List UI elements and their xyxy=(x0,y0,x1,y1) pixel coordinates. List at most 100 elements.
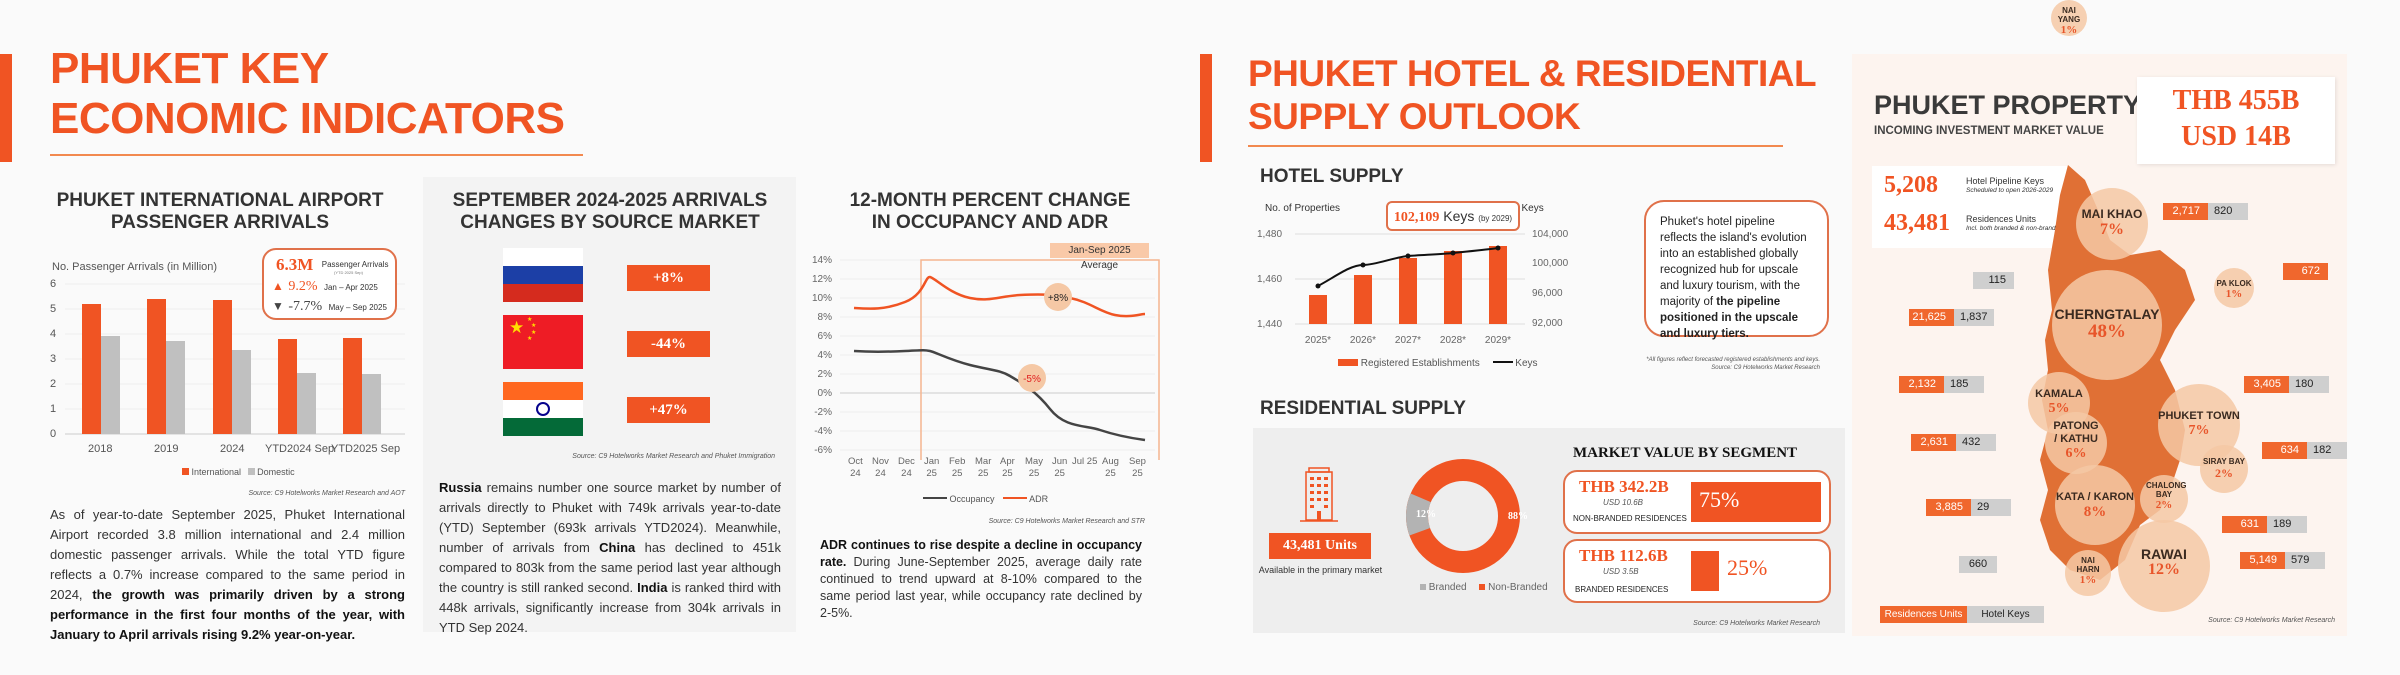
units-badge: 43,481 Units xyxy=(1269,533,1371,559)
svg-text:10%: 10% xyxy=(812,293,832,304)
donut-branded-label: 12% xyxy=(1416,509,1436,520)
legend-establishments: Registered Establishments xyxy=(1360,358,1480,369)
down-triangle-icon: ▼ xyxy=(272,299,284,313)
svg-text:104,000: 104,000 xyxy=(1532,229,1569,240)
area-rawai: RAWAI 12% xyxy=(2118,520,2210,612)
occupancy-source: Source: C9 Hotelworks Market Research an… xyxy=(988,518,1145,525)
total-usd: USD 14B xyxy=(2181,121,2291,152)
x-ytd2025: YTD2025 Sep xyxy=(331,443,401,455)
airport-title-1: PHUKET INTERNATIONAL AIRPORT xyxy=(56,190,384,211)
stat-hotel-keys-label: Hotel Pipeline Keys xyxy=(1966,176,2045,186)
area-name: PHUKET TOWN xyxy=(2158,410,2240,422)
hotel-note-bold: the pipeline positioned in the upscale a… xyxy=(1660,296,1799,340)
title-line-1: PHUKET KEY xyxy=(50,44,329,93)
legend-swatch-nonbranded xyxy=(1479,584,1486,590)
india-bold: India xyxy=(637,580,668,595)
area-siray-bay: SIRAY BAY 2% xyxy=(2200,445,2248,493)
svg-text:92,000: 92,000 xyxy=(1532,318,1563,329)
svg-text:1,480: 1,480 xyxy=(1257,229,1282,240)
source-market-panel-bg xyxy=(423,177,796,632)
svg-text:6%: 6% xyxy=(818,331,833,342)
airport-legend: International Domestic xyxy=(182,467,295,477)
donut-nonbranded-label: 88% xyxy=(1508,511,1528,522)
area-name: PATONG / KATHU xyxy=(2053,420,2099,445)
badge-patong-keys: 432 xyxy=(1956,434,1996,451)
area-name: SIRAY BAY xyxy=(2203,457,2245,466)
x-ytd2024: YTD2024 Sep xyxy=(265,443,335,455)
keys-callout-label: Keys xyxy=(1443,208,1475,224)
residential-source: Source: C9 Hotelworks Market Research xyxy=(1693,620,1820,627)
segment-card-nonbranded: THB 342.2B USD 10.6B NON-BRANDED RESIDEN… xyxy=(1563,470,1831,534)
area-name: CHERNGTALAY xyxy=(2054,306,2160,322)
svg-text:1,440: 1,440 xyxy=(1257,319,1282,330)
hotel-supply-chart: 1,480 1,460 1,440 104,000 100,000 96,000 92,0… xyxy=(1257,229,1569,345)
india-flag-icon xyxy=(503,382,583,436)
branded-donut-chart xyxy=(1406,459,1520,573)
area-patong-kathu: PATONG / KATHU 6% xyxy=(2045,412,2107,474)
area-nai-harn: NAI HARN 1% xyxy=(2065,550,2111,596)
area-pa-klok: PA KLOK 1% xyxy=(2214,268,2254,308)
callout-total: 6.3M xyxy=(276,255,314,274)
badge-cherngtalay-keys: 1,837 xyxy=(1954,309,1994,326)
svg-text:2%: 2% xyxy=(818,369,833,380)
callout-up-row: ▲ 9.2% Jan – Apr 2025 xyxy=(272,277,378,295)
area-pct: 7% xyxy=(2188,423,2210,438)
airport-title-2: PASSENGER ARRIVALS xyxy=(110,212,330,233)
badge-rawai-keys: 579 xyxy=(2285,552,2325,569)
residential-heading: RESIDENTIAL SUPPLY xyxy=(1260,398,1466,419)
china-bold: China xyxy=(599,540,636,555)
source-market-title-1: SEPTEMBER 2024-2025 ARRIVALS xyxy=(452,190,768,211)
segment-label: NON-BRANDED RESIDENCES xyxy=(1573,514,1687,523)
area-pct: 1% xyxy=(2079,574,2097,586)
area-name: NAI HARN xyxy=(2076,556,2100,574)
airport-y-label: No. Passenger Arrivals (in Million) xyxy=(52,261,218,273)
badge-kata-res: 3,885 xyxy=(1926,499,1971,516)
legend-swatch-international xyxy=(182,468,189,475)
badge-kamala-res: 2,132 xyxy=(1899,376,1944,393)
segment-title: MARKET VALUE BY SEGMENT xyxy=(1572,445,1798,461)
airport-bar-chart: 6 5 4 3 2 1 0 xyxy=(50,278,405,440)
svg-text:5: 5 xyxy=(50,303,56,315)
svg-text:4: 4 xyxy=(50,328,56,340)
area-pct: 2% xyxy=(2215,466,2233,480)
svg-text:2026*: 2026* xyxy=(1350,335,1376,345)
units-label: Available in the primary market xyxy=(1258,565,1383,575)
segment-usd: USD 3.5B xyxy=(1603,567,1639,576)
map-source: Source: C9 Hotelworks Market Research xyxy=(2208,617,2335,624)
keys-callout-sub: (by 2029) xyxy=(1478,214,1513,223)
occupancy-title-2: IN OCCUPANCY AND ADR xyxy=(871,212,1109,233)
legend-line-adr xyxy=(1003,497,1028,499)
area-pct: 1% xyxy=(2225,288,2243,300)
segment-pct: 25% xyxy=(1727,555,1768,580)
hotel-note-box: Phuket's hotel pipeline reflects the isl… xyxy=(1644,200,1829,340)
badge-kata-keys: 29 xyxy=(1971,499,2011,516)
total-value-box: THB 455B USD 14B xyxy=(2137,77,2335,164)
occupancy-title-1: 12-MONTH PERCENT CHANGE xyxy=(849,190,1131,211)
svg-text:96,000: 96,000 xyxy=(1532,288,1563,299)
svg-text:3: 3 xyxy=(50,353,56,365)
badge-kamala-keys: 185 xyxy=(1944,376,1984,393)
hotel-source: Source: C9 Hotelworks Market Research xyxy=(1711,365,1820,371)
middle-accent-bar xyxy=(1200,54,1212,162)
svg-text:12%: 12% xyxy=(812,274,832,285)
area-name: RAWAI xyxy=(2141,546,2187,562)
callout-up-label: Jan – Apr 2025 xyxy=(323,283,378,292)
svg-text:2028*: 2028* xyxy=(1440,335,1466,345)
legend-international: International xyxy=(191,467,242,477)
area-chalong-bay: CHALONG BAY 2% xyxy=(2140,475,2188,523)
x-2024: 2024 xyxy=(220,443,245,455)
x-2019: 2019 xyxy=(154,443,179,455)
callout-total-label: Passenger Arrivals xyxy=(321,260,389,269)
segment-thb: THB 112.6B xyxy=(1579,546,1668,565)
svg-text:2029*: 2029* xyxy=(1485,335,1511,345)
badge-nai-harn-keys: 660 xyxy=(1959,556,1997,573)
russia-change-badge: +8% xyxy=(627,265,710,291)
svg-text:14%: 14% xyxy=(812,255,832,266)
hotel-note-normal: Phuket's hotel pipeline reflects the isl… xyxy=(1660,216,1807,308)
china-flag-icon: ★ ★ ★ ★ ★ xyxy=(503,315,583,369)
badge-siray-res: 634 xyxy=(2262,442,2307,459)
source-market-source: Source: C9 Hotelworks Market Research an… xyxy=(572,453,775,460)
svg-text:4%: 4% xyxy=(818,350,833,361)
airport-paragraph-normal: As of year-to-date September 2025, Phuke… xyxy=(50,507,405,602)
para-part-1: remains number one source market by numb… xyxy=(439,480,781,555)
